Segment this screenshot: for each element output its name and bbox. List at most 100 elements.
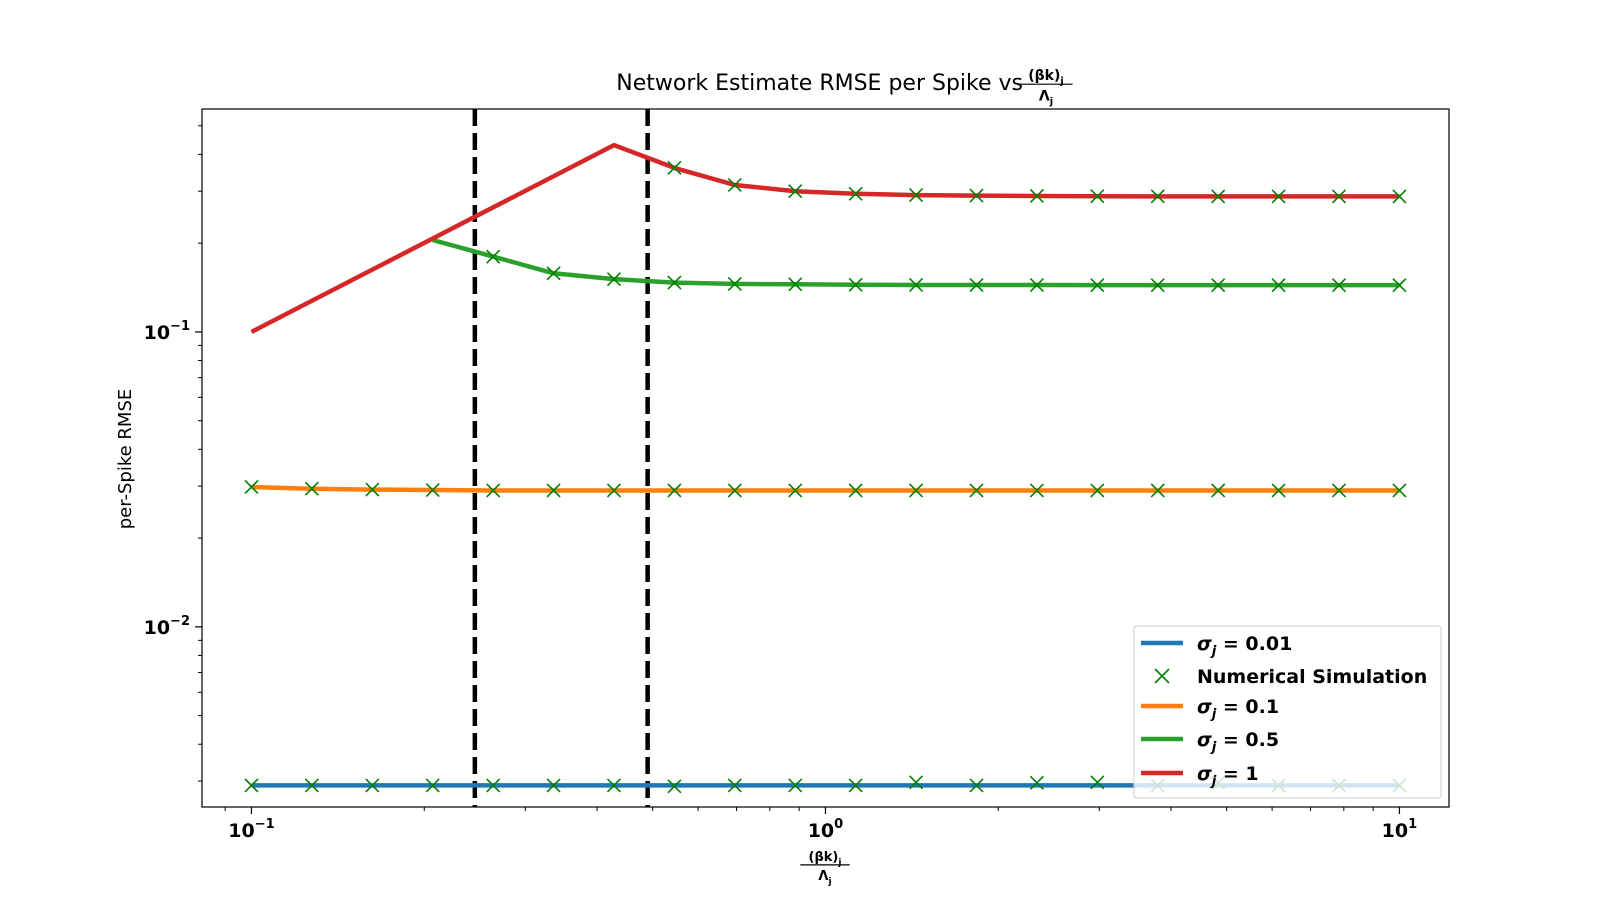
x-axis-fraction: (βk)jΛj [800,850,850,887]
simulation-marker-stroke-b [304,481,319,496]
simulation-marker [546,778,561,793]
markers-series-1 [244,479,1407,498]
simulation-marker-stroke-b [727,778,742,793]
simulation-marker [606,778,622,793]
simulation-marker [365,778,380,793]
chart-title: Network Estimate RMSE per Spike vs (βk)j… [616,68,1073,108]
plot-frame [201,108,1450,808]
simulation-marker [1029,483,1044,498]
simulation-marker [909,277,924,293]
simulation-marker [1211,278,1226,293]
legend-label-markers: Numerical Simulation [1197,666,1427,688]
simulation-marker-stroke-b [1029,775,1044,790]
simulation-marker-stroke-b [727,276,742,291]
simulation-marker [425,482,440,498]
simulation-marker [788,483,803,498]
simulation-marker-stroke-b [848,277,863,292]
simulation-marker-stroke-b [1211,278,1226,293]
simulation-marker-stroke-b [1150,278,1165,293]
simulation-marker [969,188,984,203]
simulation-marker-stroke-b [667,483,682,498]
simulation-marker-stroke-b [365,778,380,793]
simulation-marker-stroke-b [1150,483,1165,498]
y-tick-label: 10−1 [144,319,190,344]
x-axis-fraction-numerator: (βk)j [809,850,842,868]
simulation-marker-stroke-b [1392,189,1407,204]
simulation-marker-stroke-b [546,266,561,281]
simulation-marker-stroke-b [606,483,622,498]
x-tick-label: 10−1 [228,817,274,842]
simulation-marker-stroke-b [1331,189,1347,204]
simulation-marker [1211,483,1226,498]
simulation-marker [546,266,561,281]
simulation-marker-stroke-b [1090,775,1105,790]
simulation-marker [1029,188,1044,204]
simulation-marker [727,177,742,193]
simulation-marker [1150,189,1165,204]
simulation-marker [1331,483,1347,498]
simulation-marker-stroke-b [788,277,803,292]
title-fraction-denominator: Λj [1039,88,1053,107]
simulation-marker-stroke-b [1029,277,1044,293]
legend-label-series-2: σj = 0.5 [1197,729,1279,755]
simulation-marker [1029,775,1044,790]
simulation-marker [486,778,501,793]
simulation-marker-stroke-b [546,483,561,498]
simulation-marker-stroke-b [969,188,984,203]
simulation-marker-stroke-b [848,778,863,793]
simulation-marker-stroke-b [909,483,924,498]
x-axis-fraction-denominator: Λj [818,869,831,887]
simulation-marker [486,483,501,498]
simulation-marker [848,277,863,292]
simulation-marker [1271,278,1286,293]
simulation-marker [1392,189,1407,204]
simulation-marker [1331,189,1347,204]
simulation-marker-stroke-b [1090,189,1105,204]
simulation-marker [727,778,742,793]
simulation-marker [1211,189,1226,204]
simulation-marker-stroke-b [486,483,501,498]
simulation-marker [969,483,984,498]
simulation-marker [727,483,742,498]
simulation-marker [667,160,682,175]
simulation-marker [909,775,924,790]
simulation-marker-stroke-b [1090,483,1105,498]
simulation-marker [606,483,622,498]
simulation-marker [1150,278,1165,293]
simulation-marker [1090,483,1105,498]
chart-title-fraction: (βk)jΛj [1019,68,1073,108]
simulation-marker [788,778,803,793]
legend-label-series-3: σj = 1 [1197,763,1259,789]
simulation-marker [969,277,984,293]
simulation-marker-stroke-b [1211,189,1226,204]
simulation-marker-stroke-b [909,188,924,203]
y-minor-ticks [198,125,202,782]
simulation-marker-stroke-b [969,778,984,793]
title-fraction: (βk)jΛj [1019,68,1073,108]
simulation-marker-stroke-b [1271,278,1286,293]
simulation-marker-stroke-b [244,778,259,793]
simulation-marker-stroke-b [667,160,682,175]
simulation-marker-stroke-b [969,277,984,293]
simulation-marker-stroke-b [1331,483,1347,498]
simulation-marker-stroke-b [1150,189,1165,204]
legend-label-series-0: σj = 0.01 [1197,633,1292,659]
simulation-marker [1090,278,1105,293]
simulation-marker [304,481,319,496]
simulation-marker-stroke-b [1331,278,1347,293]
simulation-marker [1029,277,1044,293]
simulation-marker [244,778,259,793]
x-tick-label: 100 [808,817,844,842]
simulation-marker-stroke-b [486,778,501,793]
simulation-marker [365,482,380,497]
simulation-marker-stroke-b [1090,278,1105,293]
simulation-marker [667,275,682,290]
simulation-marker-stroke-b [848,186,863,201]
simulation-marker [667,779,682,794]
title-fraction-numerator: (βk)j [1028,68,1064,87]
simulation-marker-stroke-b [1392,278,1407,293]
simulation-marker [788,277,803,292]
simulation-marker-stroke-b [606,778,622,793]
simulation-marker [909,483,924,498]
